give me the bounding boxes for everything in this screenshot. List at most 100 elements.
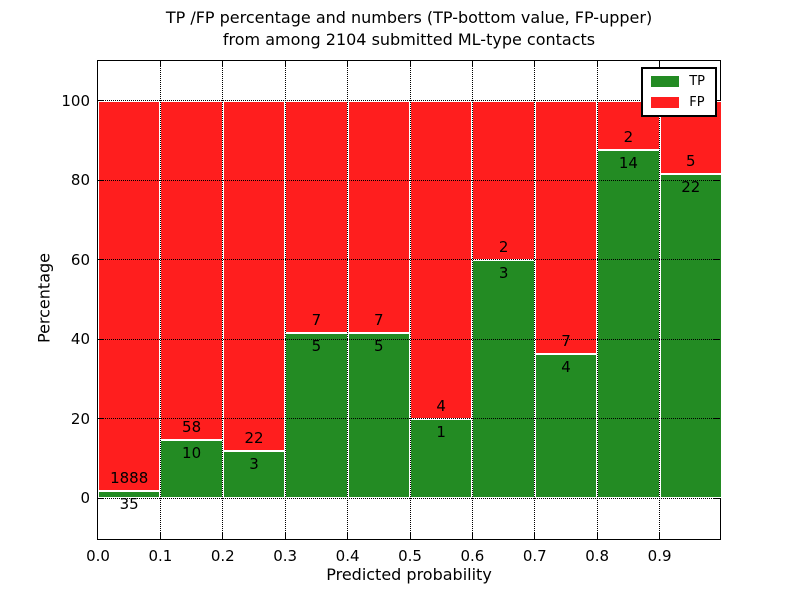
tp-bar-segment [597, 150, 660, 499]
x-axis-label: Predicted probability [326, 565, 492, 584]
y-tick-mark [98, 338, 104, 340]
x-tick-mark [409, 61, 411, 67]
tp-count-label: 10 [182, 443, 202, 462]
fp-count-label: 1888 [110, 469, 149, 488]
y-tick-mark [714, 259, 720, 261]
fp-bar-segment [160, 100, 223, 440]
gridline-vertical [659, 61, 661, 539]
x-tick-mark [471, 61, 473, 67]
tp-count-label: 35 [119, 495, 139, 514]
y-tick-mark [98, 497, 104, 499]
gridline-horizontal [98, 179, 720, 181]
fp-bar-segment [285, 100, 348, 333]
fp-bar-segment [347, 100, 410, 333]
y-tick-mark [714, 497, 720, 499]
y-tick-label: 20 [70, 409, 90, 428]
tp-count-label: 3 [249, 454, 259, 473]
fp-count-label: 2 [623, 128, 634, 147]
x-tick-mark [159, 61, 161, 67]
legend: TP FP [641, 67, 717, 117]
x-tick-mark [347, 61, 349, 67]
x-tick-label: 0.4 [335, 547, 360, 565]
x-tick-label: 0.7 [522, 547, 547, 565]
tp-bar-segment [534, 353, 598, 499]
gridline-vertical [471, 61, 473, 539]
legend-entry-fp: FP [651, 96, 705, 109]
x-tick-mark [659, 61, 661, 67]
fp-count-label: 4 [436, 396, 446, 415]
tp-bar-segment [285, 332, 348, 499]
gridline-vertical [347, 61, 349, 539]
gridline-vertical [596, 61, 598, 539]
tp-bar-segment [410, 418, 473, 499]
y-tick-mark [714, 179, 720, 181]
x-tick-label: 0.0 [86, 547, 110, 565]
legend-label-tp: TP [689, 74, 705, 89]
x-tick-label: 0.5 [398, 547, 422, 565]
x-tick-mark [222, 533, 224, 539]
gridline-vertical [534, 61, 536, 539]
fp-count-label: 7 [561, 331, 571, 350]
y-tick-label: 100 [61, 91, 90, 110]
gridline-horizontal [98, 259, 720, 261]
y-tick-label: 80 [70, 171, 90, 190]
x-tick-mark [409, 533, 411, 539]
gridline-vertical [284, 61, 286, 539]
tp-bar-segment [160, 439, 223, 499]
plot-area: TP FP 1888 35 58 10 22 3 7 5 7 5 4 1 2 3 7 4 2 14 5 22 0.0 0.… [61, 60, 722, 565]
x-tick-label: 0.3 [273, 547, 298, 565]
gridline-horizontal [98, 418, 720, 420]
gridline-horizontal [98, 338, 720, 340]
y-tick-label: 40 [70, 330, 90, 349]
y-tick-label: 0 [80, 489, 90, 508]
legend-swatch-tp-icon [651, 76, 680, 87]
tp-count-label: 22 [681, 178, 701, 197]
x-tick-label: 0.6 [460, 547, 485, 565]
x-tick-mark [596, 533, 598, 539]
x-tick-mark [534, 533, 536, 539]
fp-count-label: 7 [311, 310, 322, 329]
legend-swatch-fp-icon [651, 97, 680, 108]
fp-bar-segment [222, 100, 286, 451]
chart-title-line1: TP /FP percentage and numbers (TP-bottom… [165, 8, 653, 27]
fp-count-label: 7 [374, 310, 384, 329]
tp-bar-segment [98, 491, 161, 499]
chart-title: TP /FP percentage and numbers (TP-bottom… [97, 7, 721, 51]
x-tick-mark [347, 533, 349, 539]
gridline-vertical [409, 61, 411, 539]
y-tick-mark [714, 418, 720, 420]
x-tick-mark [534, 61, 536, 67]
gridline-vertical [222, 61, 224, 539]
fp-count-label: 58 [182, 417, 202, 436]
x-tick-mark [159, 533, 161, 539]
tp-bar-segment [347, 332, 410, 499]
tp-count-label: 4 [561, 357, 571, 376]
legend-entry-tp: TP [651, 75, 705, 88]
gridline-horizontal [98, 497, 720, 499]
x-tick-label: 0.8 [585, 547, 610, 565]
tp-count-label: 3 [498, 263, 509, 282]
x-tick-label: 0.1 [148, 547, 173, 565]
legend-label-fp: FP [689, 95, 705, 110]
y-tick-mark [98, 179, 104, 181]
gridline-horizontal [98, 100, 720, 102]
x-tick-mark [284, 61, 286, 67]
chart-title-line2: from among 2104 submitted ML-type contac… [222, 30, 596, 49]
tp-count-label: 1 [436, 422, 446, 441]
gridline-vertical [159, 61, 161, 539]
y-tick-mark [98, 259, 104, 261]
fp-count-label: 5 [686, 152, 696, 171]
fp-bar-segment [98, 100, 161, 492]
tp-count-label: 14 [618, 154, 638, 173]
tp-bar-segment [472, 259, 535, 499]
tp-bar-segment [659, 174, 722, 499]
x-tick-label: 0.9 [647, 547, 672, 565]
y-tick-label: 60 [70, 250, 90, 269]
x-tick-label: 0.2 [210, 547, 235, 565]
x-tick-mark [471, 533, 473, 539]
y-tick-mark [98, 100, 104, 102]
x-tick-mark [659, 533, 661, 539]
x-tick-mark [222, 61, 224, 67]
y-tick-mark [98, 418, 104, 420]
